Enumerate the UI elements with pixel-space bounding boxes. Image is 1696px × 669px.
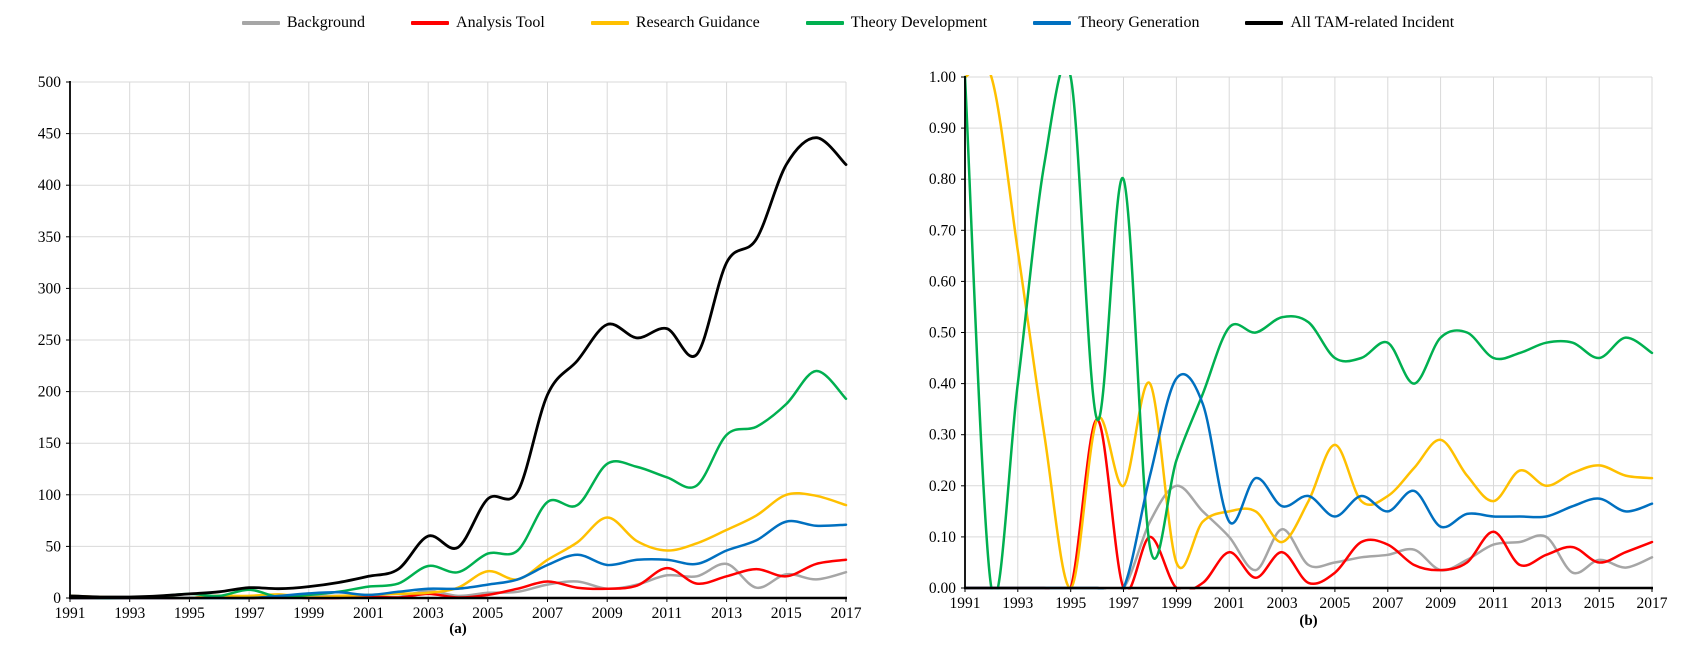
legend-item-all-tam-related-incident: All TAM-related Incident <box>1245 14 1454 32</box>
x-tick-label: 2009 <box>592 605 623 622</box>
legend-line-swatch-research-guidance <box>590 21 629 25</box>
y-tick-label: 0.10 <box>929 529 956 546</box>
x-tick-label: 2001 <box>353 605 384 622</box>
series-line-research-guidance <box>964 75 1654 590</box>
x-tick-label: 2005 <box>1319 595 1350 612</box>
series-line-theory-development <box>964 75 1654 590</box>
legend-label: Theory Development <box>850 14 988 31</box>
y-tick-label: 1.00 <box>929 69 956 86</box>
y-tick-label: 0.50 <box>929 325 956 342</box>
x-tick-label: 1999 <box>293 605 324 622</box>
y-tick-label: 0.60 <box>929 273 956 290</box>
legend: Background Analysis Tool Research Guidance… <box>0 14 1696 32</box>
series-line-analysis-tool <box>964 418 1654 590</box>
legend-item-theory-generation: Theory Generation <box>1033 14 1199 32</box>
legend-line-swatch-theory-generation <box>1033 21 1072 25</box>
x-tick-label: 1995 <box>1055 595 1086 612</box>
y-tick-label: 200 <box>38 384 62 401</box>
y-tick-label: 0.20 <box>929 478 956 495</box>
legend-label: All TAM-related Incident <box>1290 14 1455 31</box>
x-tick-label: 1997 <box>1108 595 1139 612</box>
x-tick-label: 2005 <box>472 605 503 622</box>
x-tick-label: 2007 <box>1372 595 1403 612</box>
y-tick-label: 350 <box>38 229 62 246</box>
x-tick-label: 2007 <box>532 605 563 622</box>
series-line-research-guidance <box>69 491 848 600</box>
x-tick-label: 1995 <box>174 605 205 622</box>
x-tick-label: 1993 <box>1002 595 1033 612</box>
x-tick-label: 2001 <box>1214 595 1245 612</box>
legend-label: Background <box>286 14 366 31</box>
legend-line-swatch-background <box>241 21 280 25</box>
chart-b-caption: (b) <box>1299 613 1318 629</box>
x-tick-label: 1999 <box>1161 595 1192 612</box>
legend-label: Analysis Tool <box>456 14 545 31</box>
series-line-all-tam-related-incident <box>69 136 848 599</box>
x-tick-label: 1997 <box>234 605 265 622</box>
chart-a-caption: (a) <box>449 621 467 637</box>
x-tick-label: 1991 <box>55 605 86 622</box>
x-tick-label: 2003 <box>413 605 444 622</box>
x-tick-label: 2003 <box>1267 595 1298 612</box>
y-tick-label: 0.40 <box>929 376 956 393</box>
y-tick-label: 0 <box>53 590 61 607</box>
y-tick-label: 0.00 <box>929 580 956 597</box>
chart-b-incident-proportions: 0.00 0.10 0.20 0.30 0.40 0.50 0.60 0.70 0.80 0.90… <box>929 69 1668 612</box>
y-tick-label: 150 <box>38 435 62 452</box>
y-tick-label: 0.70 <box>929 222 956 239</box>
y-tick-label: 0.80 <box>929 171 956 188</box>
legend-line-swatch-all-tam-related-incident <box>1245 21 1284 25</box>
x-tick-label: 1991 <box>950 595 981 612</box>
x-tick-label: 2015 <box>1584 595 1615 612</box>
y-tick-label: 300 <box>38 280 62 297</box>
x-tick-label: 2015 <box>771 605 802 622</box>
y-tick-label: 0.90 <box>929 120 956 137</box>
y-tick-label: 50 <box>46 538 62 555</box>
y-tick-label: 450 <box>38 126 62 143</box>
y-tick-label: 500 <box>38 74 62 91</box>
x-tick-label: 2017 <box>1637 595 1668 612</box>
legend-line-swatch-theory-development <box>805 21 844 25</box>
legend-line-swatch-analysis-tool <box>411 21 450 25</box>
x-tick-label: 2013 <box>1531 595 1562 612</box>
y-tick-label: 400 <box>38 177 62 194</box>
x-tick-label: 2013 <box>711 605 742 622</box>
legend-item-background: Background <box>241 14 366 32</box>
y-tick-label: 250 <box>38 332 62 349</box>
x-tick-label: 2009 <box>1425 595 1456 612</box>
legend-item-analysis-tool: Analysis Tool <box>411 14 545 32</box>
legend-item-research-guidance: Research Guidance <box>590 14 760 32</box>
x-tick-label: 1993 <box>114 605 145 622</box>
x-tick-label: 2011 <box>1478 595 1508 612</box>
y-tick-label: 100 <box>38 487 62 504</box>
legend-item-theory-development: Theory Development <box>805 14 988 32</box>
chart-a-incident-counts: 0 50 100 150 200 250 300 350 400 450 500 1991 1993 19… <box>38 74 862 622</box>
legend-label: Research Guidance <box>635 14 760 31</box>
x-tick-label: 2011 <box>652 605 682 622</box>
x-tick-label: 2017 <box>831 605 862 622</box>
legend-label: Theory Generation <box>1078 14 1200 31</box>
y-tick-label: 0.30 <box>929 427 956 444</box>
